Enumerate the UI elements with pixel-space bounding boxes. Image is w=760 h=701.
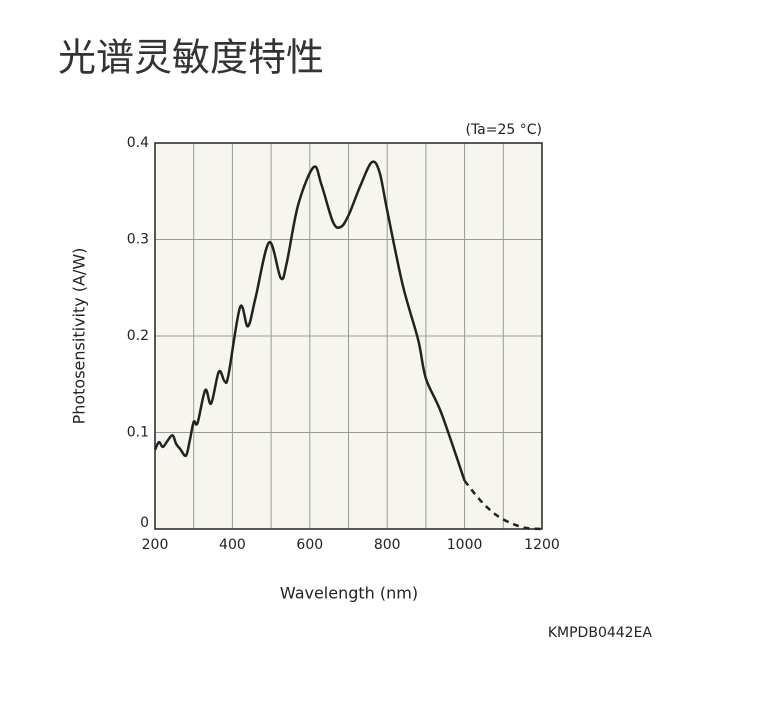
y-tick-label: 0.3 <box>127 232 149 248</box>
y-tick-label: 0.1 <box>127 425 149 441</box>
y-tick-label: 0.4 <box>127 135 149 151</box>
x-axis-label: Wavelength (nm) <box>280 584 418 603</box>
x-tick-label: 600 <box>296 537 323 553</box>
annotation: (Ta=25 °C) <box>465 122 542 138</box>
y-axis-label: Photosensitivity (A/W) <box>70 248 89 425</box>
figure-code: KMPDB0442EA <box>548 625 653 641</box>
plot-frame <box>154 142 543 530</box>
y-tick-label: 0.2 <box>127 328 149 344</box>
line <box>463 479 543 531</box>
y-tick-label: 0 <box>140 515 149 531</box>
x-tick-label: 1200 <box>524 537 560 553</box>
x-tick-label: 200 <box>142 537 169 553</box>
x-tick-label: 1000 <box>447 537 483 553</box>
x-tick-label: 800 <box>374 537 401 553</box>
line <box>153 160 466 482</box>
chart-title: 光谱灵敏度特性 <box>58 36 324 80</box>
x-tick-label: 400 <box>219 537 246 553</box>
